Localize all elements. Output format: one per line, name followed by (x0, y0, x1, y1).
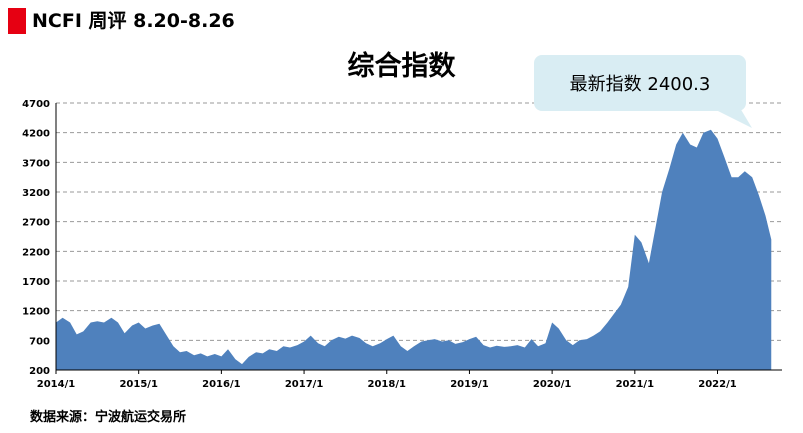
latest-index-callout: 最新指数 2400.3 (534, 55, 746, 111)
y-tick-label: 200 (29, 366, 50, 377)
x-tick-label: 2018/1 (368, 379, 406, 390)
data-source-note: 数据来源：宁波航运交易所 (30, 410, 187, 425)
callout-text: 最新指数 2400.3 (569, 74, 711, 95)
y-tick-label: 3200 (22, 188, 50, 199)
chart-title: 综合指数 (347, 51, 456, 82)
x-tick-label: 2014/1 (37, 379, 75, 390)
y-tick-label: 3700 (22, 158, 50, 169)
x-tick-label: 2022/1 (698, 379, 736, 390)
header-accent-bar (8, 8, 26, 34)
y-tick-label: 2700 (22, 218, 50, 229)
y-tick-label: 4700 (22, 99, 50, 110)
index-area-series (56, 129, 772, 370)
page-title: NCFI 周评 8.20-8.26 (32, 10, 235, 32)
x-tick-label: 2015/1 (119, 379, 157, 390)
x-tick-label: 2016/1 (202, 379, 240, 390)
x-tick-label: 2020/1 (533, 379, 571, 390)
x-tick-label: 2017/1 (285, 379, 323, 390)
y-tick-label: 2200 (22, 247, 50, 258)
y-tick-label: 4200 (22, 129, 50, 140)
x-tick-label: 2021/1 (616, 379, 654, 390)
y-tick-label: 1200 (22, 307, 50, 318)
y-tick-label: 1700 (22, 277, 50, 288)
x-tick-label: 2019/1 (450, 379, 488, 390)
y-tick-label: 700 (29, 336, 50, 347)
